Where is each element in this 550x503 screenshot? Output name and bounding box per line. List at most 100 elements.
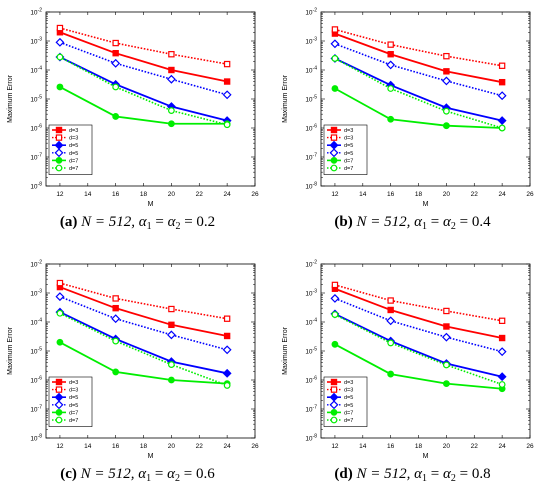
legend-label: d=3 (69, 388, 78, 394)
series-line (334, 297, 503, 353)
x-tick-label: 18 (140, 191, 148, 198)
legend-label: d=7 (69, 410, 78, 416)
series-line (59, 56, 228, 122)
x-axis-label: M (423, 453, 429, 460)
legend: d=3d=3d=5d=5d=7d=7 (323, 376, 368, 427)
x-tick-label: 14 (359, 191, 367, 198)
data-point (331, 26, 339, 33)
data-point (112, 113, 120, 120)
data-point (167, 376, 175, 384)
series-line (334, 57, 503, 122)
legend-marker (55, 134, 63, 141)
legend-label: d=5 (344, 143, 353, 149)
data-point (386, 60, 396, 70)
y-tick-exponent: -7 (313, 153, 318, 159)
data-point (442, 380, 450, 388)
y-tick-label: 10-7 (30, 405, 42, 414)
data-point (111, 314, 121, 324)
x-tick-label: 20 (168, 191, 176, 198)
y-tick-exponent: -2 (38, 260, 43, 266)
series-d=7-dotted (331, 55, 506, 132)
chart-a: 12 14 16 18 20 22 24 26 10-8 10-7 10-6 10-5 10-4 10-3… (7, 8, 259, 209)
x-tick-label: 18 (415, 191, 423, 198)
x-tick-label: 20 (443, 191, 451, 198)
data-point (331, 340, 339, 348)
data-point (498, 62, 506, 69)
data-point (330, 39, 340, 49)
legend-label: d=7 (69, 418, 78, 424)
legend-label: d=3 (344, 388, 353, 394)
y-tick-label: 10-2 (305, 8, 317, 17)
y-tick-label: 10-6 (305, 376, 317, 385)
data-point (223, 121, 231, 129)
y-tick-label: 10-8 (305, 182, 317, 191)
legend: d=3d=3d=5d=5d=7d=7 (48, 124, 93, 175)
x-tick-label: 14 (359, 443, 367, 450)
data-point (223, 60, 231, 68)
series-d=3-dotted (56, 279, 231, 322)
legend-label: d=5 (69, 151, 78, 157)
chart-d: 12 14 16 18 20 22 24 26 10-8 10-7 10-6 10-5 10-4 10-3… (282, 260, 534, 461)
legend-marker (55, 416, 63, 424)
data-point (387, 297, 394, 304)
legend-marker (55, 378, 63, 386)
chart-panel-b: 12 14 16 18 20 22 24 26 10-8 10-7 10-6 10-5 10-4 10-3… (275, 0, 550, 251)
y-tick-label: 10-7 (30, 153, 42, 162)
y-tick-exponent: -6 (38, 124, 43, 130)
y-tick-exponent: -8 (38, 434, 43, 440)
series-line (334, 343, 503, 390)
legend-label: d=5 (69, 143, 78, 149)
data-point (331, 281, 339, 289)
legend: d=3d=3d=5d=5d=7d=7 (48, 376, 93, 427)
data-point (442, 122, 450, 130)
legend-label: d=3 (69, 136, 78, 142)
data-point (330, 293, 340, 303)
legend-marker (329, 148, 339, 158)
y-tick-label: 10-5 (305, 347, 317, 356)
series-line (59, 341, 228, 385)
y-axis-label: Maximum Error (282, 74, 289, 123)
series-line (334, 28, 503, 67)
series-line (59, 56, 228, 126)
data-point (223, 382, 231, 389)
legend-label: d=3 (344, 136, 353, 142)
data-point (387, 41, 394, 48)
data-point (497, 116, 507, 126)
legend-marker (55, 126, 63, 134)
y-tick-exponent: -5 (38, 347, 43, 353)
legend-label: d=5 (344, 403, 353, 409)
y-tick-label: 10-6 (30, 376, 42, 385)
data-point (386, 316, 396, 326)
series-line (334, 32, 503, 84)
data-point (112, 304, 119, 312)
y-tick-exponent: -4 (38, 318, 43, 324)
x-tick-label: 12 (56, 191, 64, 198)
data-point (168, 305, 175, 313)
y-tick-exponent: -4 (313, 318, 318, 324)
data-point (168, 66, 175, 74)
data-point (497, 347, 507, 357)
data-point (442, 107, 450, 115)
data-point (111, 58, 121, 68)
x-tick-label: 16 (387, 191, 395, 198)
y-tick-label: 10-3 (30, 289, 42, 298)
y-tick-exponent: -5 (313, 95, 318, 101)
data-point (166, 330, 176, 340)
data-point (112, 83, 120, 91)
x-tick-label: 22 (196, 191, 204, 198)
caption-b: (b) N = 512, α1 = α2 = 0.4 (334, 214, 491, 232)
series-line (334, 87, 503, 129)
legend-marker (55, 164, 63, 172)
y-tick-exponent: -7 (313, 405, 318, 411)
y-tick-exponent: -8 (313, 182, 318, 188)
y-tick-exponent: -3 (313, 289, 318, 295)
data-point (55, 292, 65, 302)
data-point (222, 90, 232, 100)
data-point (112, 49, 119, 57)
series-d=3-dotted (56, 24, 231, 68)
y-tick-exponent: -2 (313, 8, 318, 14)
series-d=3-solid (331, 30, 506, 86)
legend-label: d=7 (344, 166, 353, 172)
y-tick-exponent: -5 (38, 95, 43, 101)
data-point (387, 339, 395, 347)
